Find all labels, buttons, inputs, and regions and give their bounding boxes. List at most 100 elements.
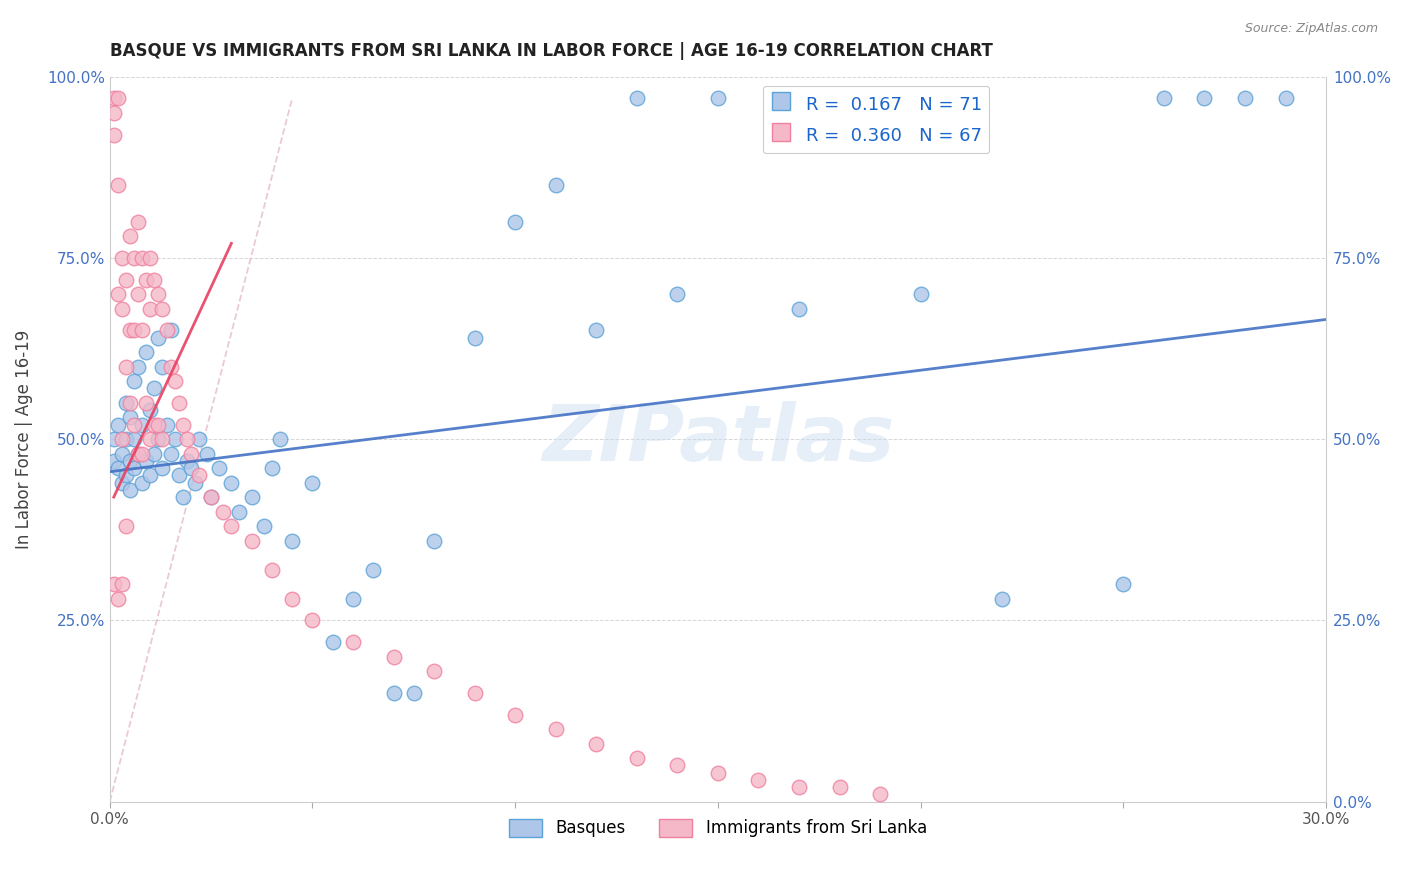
- Point: [1233, 91, 1256, 105]
- Point: [423, 664, 446, 678]
- Point: [135, 345, 157, 359]
- Text: BASQUE VS IMMIGRANTS FROM SRI LANKA IN LABOR FORCE | AGE 16-19 CORRELATION CHART: BASQUE VS IMMIGRANTS FROM SRI LANKA IN L…: [110, 42, 993, 60]
- Point: [127, 447, 149, 461]
- Point: [195, 447, 218, 461]
- Point: [143, 417, 166, 432]
- Point: [544, 178, 567, 193]
- Point: [464, 686, 486, 700]
- Point: [131, 251, 153, 265]
- Point: [1153, 91, 1175, 105]
- Point: [131, 323, 153, 337]
- Point: [107, 178, 129, 193]
- Point: [176, 432, 198, 446]
- Point: [103, 91, 125, 105]
- Point: [990, 591, 1012, 606]
- Point: [200, 490, 222, 504]
- Point: [787, 780, 810, 794]
- Point: [707, 765, 730, 780]
- Point: [111, 577, 134, 591]
- Point: [111, 432, 134, 446]
- Point: [322, 635, 344, 649]
- Point: [115, 432, 138, 446]
- Point: [131, 475, 153, 490]
- Point: [301, 613, 323, 627]
- Point: [176, 454, 198, 468]
- Point: [159, 447, 181, 461]
- Point: [131, 417, 153, 432]
- Point: [107, 461, 129, 475]
- Point: [828, 780, 851, 794]
- Point: [172, 490, 194, 504]
- Point: [127, 214, 149, 228]
- Point: [253, 519, 276, 533]
- Point: [103, 454, 125, 468]
- Point: [139, 432, 162, 446]
- Point: [103, 432, 125, 446]
- Y-axis label: In Labor Force | Age 16-19: In Labor Force | Age 16-19: [15, 329, 32, 549]
- Point: [118, 396, 141, 410]
- Point: [172, 417, 194, 432]
- Point: [103, 106, 125, 120]
- Point: [910, 287, 932, 301]
- Point: [240, 533, 263, 548]
- Point: [221, 475, 243, 490]
- Point: [626, 751, 648, 765]
- Point: [122, 461, 145, 475]
- Point: [503, 214, 526, 228]
- Point: [585, 737, 607, 751]
- Point: [221, 519, 243, 533]
- Point: [127, 287, 149, 301]
- Point: [115, 272, 138, 286]
- Point: [747, 772, 769, 787]
- Point: [585, 323, 607, 337]
- Point: [118, 454, 141, 468]
- Point: [111, 447, 134, 461]
- Point: [118, 323, 141, 337]
- Point: [301, 475, 323, 490]
- Point: [107, 287, 129, 301]
- Point: [1274, 91, 1296, 105]
- Point: [260, 563, 283, 577]
- Point: [159, 359, 181, 374]
- Point: [626, 91, 648, 105]
- Point: [167, 396, 190, 410]
- Point: [143, 447, 166, 461]
- Point: [184, 475, 207, 490]
- Point: [115, 468, 138, 483]
- Point: [707, 91, 730, 105]
- Point: [163, 374, 186, 388]
- Point: [152, 432, 174, 446]
- Point: [361, 563, 384, 577]
- Point: [187, 432, 209, 446]
- Text: Source: ZipAtlas.com: Source: ZipAtlas.com: [1244, 22, 1378, 36]
- Point: [152, 301, 174, 316]
- Point: [135, 396, 157, 410]
- Point: [107, 417, 129, 432]
- Point: [152, 461, 174, 475]
- Point: [382, 686, 405, 700]
- Point: [122, 432, 145, 446]
- Point: [281, 591, 304, 606]
- Point: [152, 359, 174, 374]
- Point: [155, 417, 177, 432]
- Point: [159, 323, 181, 337]
- Point: [503, 707, 526, 722]
- Point: [118, 483, 141, 497]
- Point: [666, 287, 689, 301]
- Point: [139, 468, 162, 483]
- Point: [131, 447, 153, 461]
- Point: [122, 323, 145, 337]
- Point: [148, 432, 170, 446]
- Point: [402, 686, 425, 700]
- Point: [342, 635, 364, 649]
- Point: [167, 468, 190, 483]
- Text: ZIPatlas: ZIPatlas: [541, 401, 894, 477]
- Point: [111, 251, 134, 265]
- Point: [281, 533, 304, 548]
- Point: [180, 461, 202, 475]
- Point: [135, 454, 157, 468]
- Point: [111, 301, 134, 316]
- Point: [155, 323, 177, 337]
- Point: [148, 417, 170, 432]
- Point: [148, 287, 170, 301]
